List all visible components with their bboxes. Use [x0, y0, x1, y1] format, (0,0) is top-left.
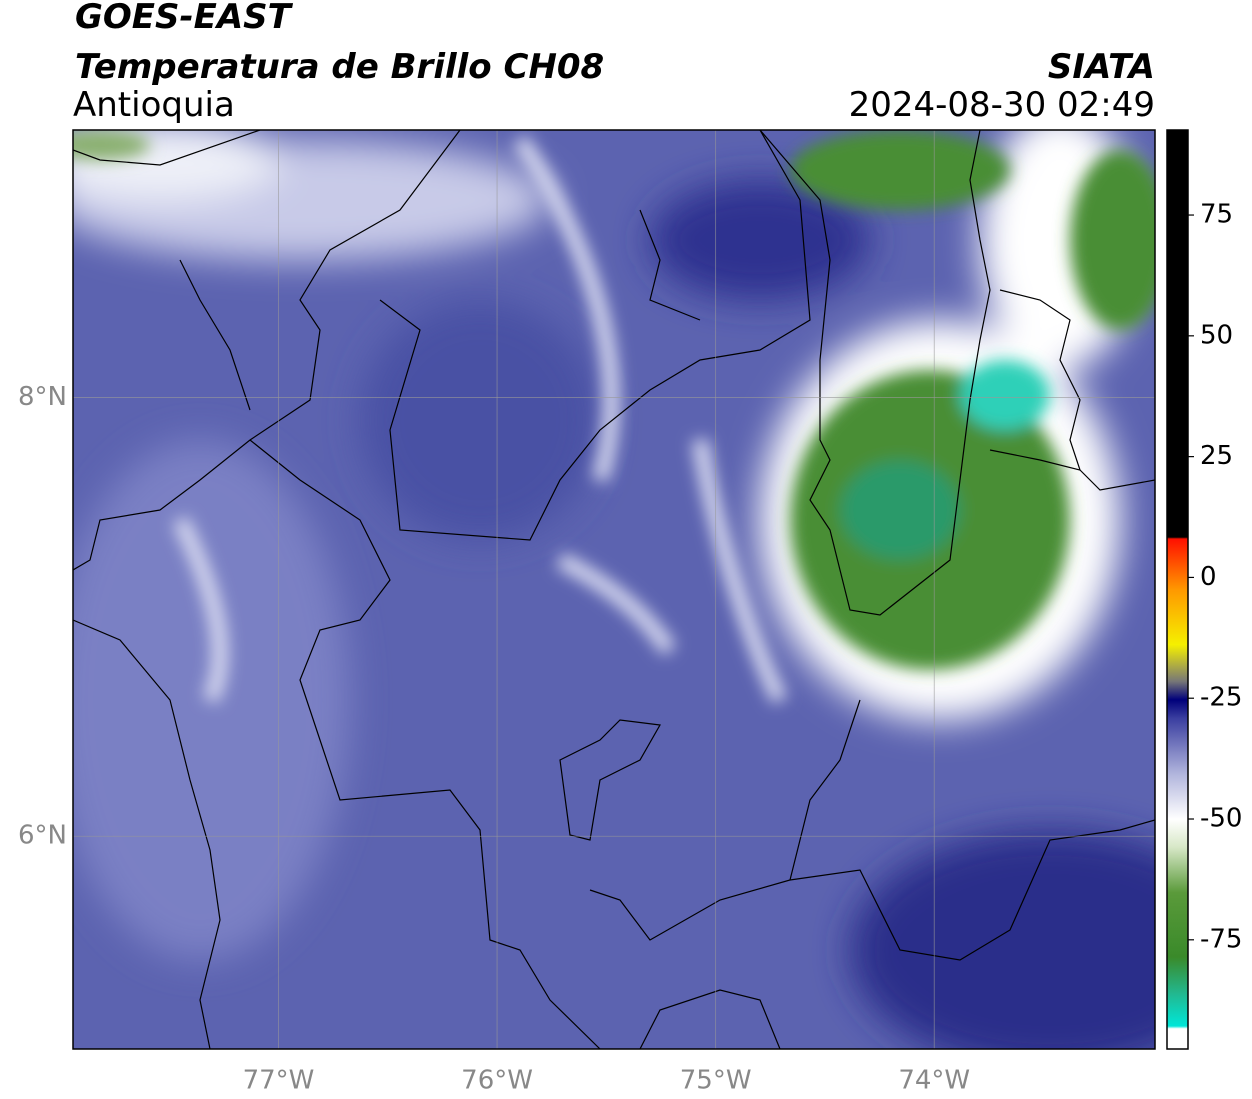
source-label: SIATA: [1048, 47, 1155, 87]
brightness-temperature-field: [73, 130, 1155, 1049]
colorbar-tick-label: 75: [1200, 200, 1233, 230]
colorbar: [1166, 129, 1189, 1050]
colorbar-tick-label: -50: [1200, 804, 1242, 834]
colorbar-tick-label: 25: [1200, 441, 1233, 471]
colorbar-tick-label: 50: [1200, 320, 1233, 350]
map-frame: [72, 129, 1156, 1050]
lon-tick-label: 75°W: [680, 1066, 752, 1096]
lat-tick-label: 8°N: [18, 382, 67, 412]
colorbar-tick-label: -25: [1200, 683, 1242, 713]
datetime-label: 2024-08-30 02:49: [849, 85, 1155, 125]
colorbar-tick-label: -75: [1200, 924, 1242, 954]
lat-tick-label: 6°N: [18, 821, 67, 851]
region-label: Antioquia: [73, 85, 235, 125]
lon-tick-label: 77°W: [243, 1066, 315, 1096]
satellite-title: GOES-EAST: [75, 0, 294, 37]
lon-tick-label: 76°W: [461, 1066, 533, 1096]
lon-tick-label: 74°W: [898, 1066, 970, 1096]
product-title: Temperatura de Brillo CH08: [75, 47, 604, 87]
colorbar-tick-label: 0: [1200, 562, 1217, 592]
